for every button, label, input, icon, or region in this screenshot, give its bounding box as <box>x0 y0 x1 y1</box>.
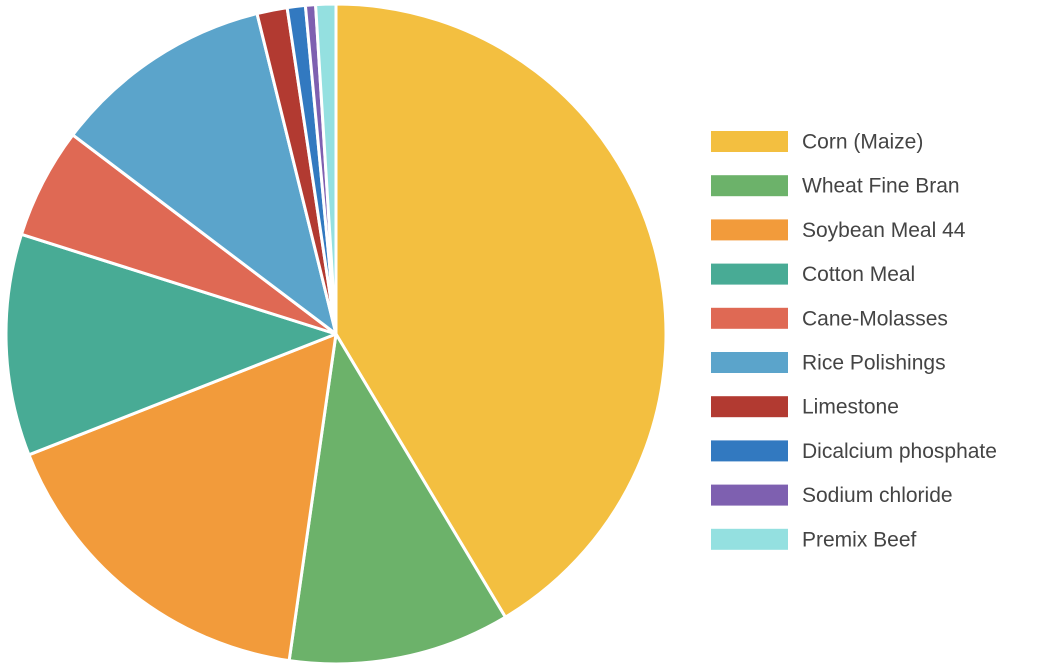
legend-swatch <box>711 131 788 152</box>
legend-label: Cane-Molasses <box>802 307 948 330</box>
legend-item-wheat-fine-bran: Wheat Fine Bran <box>711 175 960 198</box>
legend-label: Soybean Meal 44 <box>802 219 966 242</box>
legend-swatch <box>711 219 788 241</box>
legend-item-premix-beef: Premix Beef <box>711 528 917 551</box>
legend-swatch <box>711 352 788 373</box>
legend-label: Dicalcium phosphate <box>802 440 997 463</box>
legend-label: Sodium chloride <box>802 484 953 507</box>
legend-item-cane-molasses: Cane-Molasses <box>711 307 948 330</box>
legend-item-dicalcium-phosphate: Dicalcium phosphate <box>711 440 997 463</box>
legend-label: Cotton Meal <box>802 263 915 286</box>
legend-swatch <box>711 484 788 506</box>
legend-item-cotton-meal: Cotton Meal <box>711 263 915 286</box>
legend-label: Rice Polishings <box>802 352 946 375</box>
pie-slice-cotton-meal <box>4 232 338 457</box>
legend-item-sodium-chloride: Sodium chloride <box>711 484 953 507</box>
legend-label: Wheat Fine Bran <box>802 175 960 198</box>
legend-label: Limestone <box>802 396 899 419</box>
legend-item-rice-polishings: Rice Polishings <box>711 352 946 375</box>
legend-swatch <box>711 528 788 550</box>
pie-slice-rice-polishings <box>71 12 338 336</box>
legend-swatch <box>711 175 788 197</box>
legend: Corn (Maize) Wheat Fine Bran Soybean Meal … <box>711 131 997 551</box>
pie-slice-premix-beef <box>314 2 338 336</box>
legend-swatch <box>711 396 788 418</box>
pie-slice-soybean-meal-44 <box>27 332 338 663</box>
legend-swatch <box>711 440 788 462</box>
pie-slices <box>4 2 668 666</box>
legend-item-soybean-meal-44: Soybean Meal 44 <box>711 219 966 242</box>
legend-swatch <box>711 263 788 285</box>
legend-item-limestone: Limestone <box>711 396 899 419</box>
legend-item-corn-maize: Corn (Maize) <box>711 131 923 154</box>
legend-label: Premix Beef <box>802 528 917 551</box>
legend-label: Corn (Maize) <box>802 131 923 154</box>
pie-slice-corn-maize <box>334 2 668 619</box>
pie-slice-wheat-fine-bran <box>287 332 507 666</box>
legend-swatch <box>711 307 788 329</box>
